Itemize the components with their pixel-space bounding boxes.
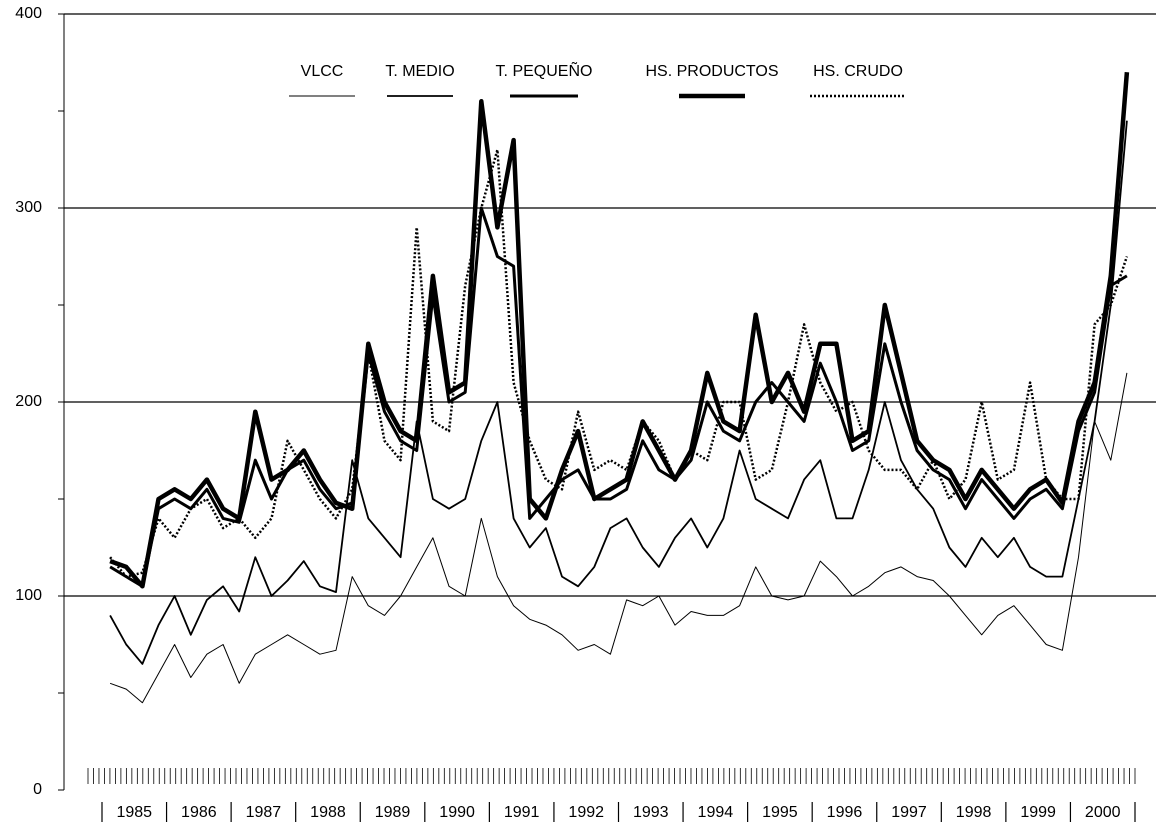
x-tick-label: 1994 bbox=[698, 804, 734, 821]
x-tick-label: 1990 bbox=[439, 804, 475, 821]
series-line bbox=[109, 120, 1128, 665]
legend-label: T. PEQUEÑO bbox=[496, 60, 593, 80]
series-line bbox=[109, 148, 1129, 578]
x-tick-label: 1986 bbox=[181, 804, 217, 821]
x-tick-label: 1993 bbox=[633, 804, 669, 821]
x-tick-label: 1989 bbox=[375, 804, 411, 821]
x-tick-label: 1991 bbox=[504, 804, 540, 821]
x-tick-label: 1988 bbox=[310, 804, 346, 821]
x-tick-label: 1998 bbox=[956, 804, 992, 821]
y-tick-label: 400 bbox=[15, 5, 42, 22]
y-tick-label: 100 bbox=[15, 587, 42, 604]
legend-label: HS. CRUDO bbox=[813, 63, 903, 80]
series-line bbox=[109, 72, 1130, 589]
legend-label: T. MEDIO bbox=[385, 63, 454, 80]
x-tick-label: 1992 bbox=[568, 804, 604, 821]
y-tick-label: 200 bbox=[15, 393, 42, 410]
legend-label: VLCC bbox=[301, 63, 344, 80]
x-tick-label: 1997 bbox=[891, 804, 927, 821]
x-tick-label: 2000 bbox=[1085, 804, 1121, 821]
x-tick-label: 1999 bbox=[1020, 804, 1056, 821]
x-tick-label: 1995 bbox=[762, 804, 798, 821]
x-tick-label: 1987 bbox=[246, 804, 282, 821]
x-tick-label: 1985 bbox=[116, 804, 152, 821]
series-line bbox=[109, 372, 1128, 704]
y-tick-label: 0 bbox=[33, 781, 42, 798]
legend-label: HS. PRODUCTOS bbox=[645, 63, 778, 80]
y-tick-label: 300 bbox=[15, 199, 42, 216]
x-tick-label: 1996 bbox=[827, 804, 863, 821]
